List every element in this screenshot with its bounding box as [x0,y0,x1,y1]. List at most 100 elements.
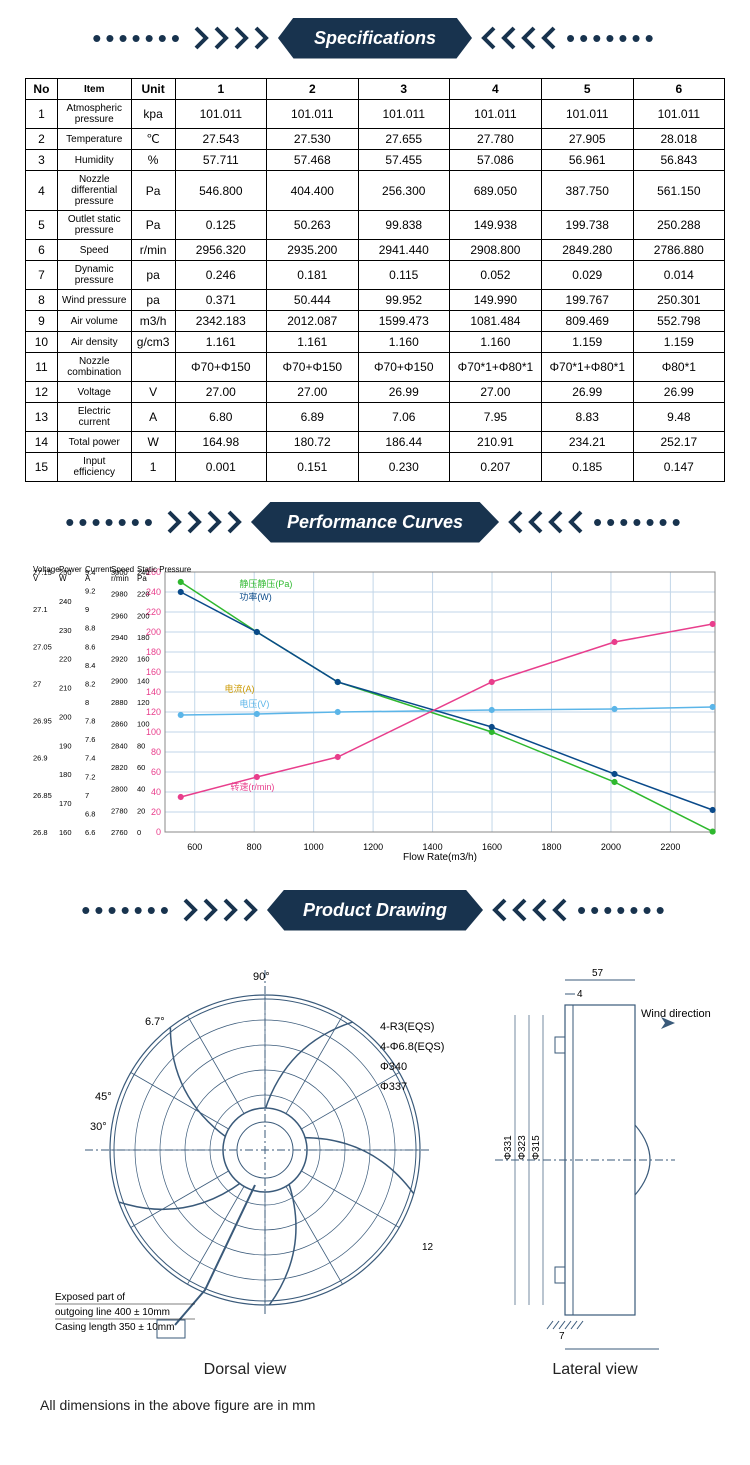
svg-text:Φ340: Φ340 [380,1061,407,1073]
svg-text:4-R3(EQS): 4-R3(EQS) [380,1021,434,1033]
table-cell: 1.161 [175,332,266,353]
table-cell: 250.288 [633,211,724,240]
svg-text:8: 8 [85,698,89,707]
table-cell: 6.89 [267,403,358,432]
table-cell: 561.150 [633,171,724,211]
table-row: 11Nozzle combinationΦ70+Φ150Φ70+Φ150Φ70+… [26,353,725,382]
svg-text:12: 12 [422,1242,434,1253]
table-cell: 1.161 [267,332,358,353]
svg-text:0: 0 [137,828,141,837]
table-cell: Φ70+Φ150 [267,353,358,382]
svg-text:140: 140 [137,676,150,685]
table-cell: A [131,403,175,432]
lateral-label: Lateral view [475,1361,715,1379]
table-cell: 14 [26,432,58,453]
table-cell: 186.44 [358,432,449,453]
table-header: 4 [449,79,541,100]
table-header: 6 [633,79,724,100]
table-cell: 1599.473 [358,311,449,332]
svg-text:7: 7 [85,791,89,800]
table-cell: 27.00 [267,382,358,403]
svg-text:2200: 2200 [660,842,680,852]
table-cell: 7.95 [449,403,541,432]
table-cell: 50.444 [267,290,358,311]
table-cell: ℃ [131,129,175,150]
svg-text:7.8: 7.8 [85,717,95,726]
table-row: 8Wind pressurepa0.37150.44499.952149.990… [26,290,725,311]
table-cell: 27.00 [449,382,541,403]
svg-text:26.8: 26.8 [33,828,48,837]
table-header: 2 [267,79,358,100]
table-cell: 26.99 [633,382,724,403]
table-cell: pa [131,290,175,311]
table-header: 1 [175,79,266,100]
table-cell: Total power [57,432,131,453]
table-cell: V [131,382,175,403]
svg-text:2840: 2840 [111,741,128,750]
table-cell: 0.181 [267,261,358,290]
table-row: 5Outlet static pressurePa0.12550.26399.8… [26,211,725,240]
table-cell: 99.838 [358,211,449,240]
svg-text:180: 180 [137,633,150,642]
table-cell: 256.300 [358,171,449,211]
svg-text:7.6: 7.6 [85,735,95,744]
section-title: Product Drawing [267,890,483,931]
table-cell: 149.990 [449,290,541,311]
table-cell: 2956.320 [175,240,266,261]
svg-text:4-Φ6.8(EQS): 4-Φ6.8(EQS) [380,1041,444,1053]
table-cell: 0.151 [267,453,358,482]
svg-text:2760: 2760 [111,828,128,837]
svg-text:7.4: 7.4 [85,754,95,763]
table-cell: Electric current [57,403,131,432]
svg-text:2960: 2960 [111,611,128,620]
svg-text:26.85: 26.85 [33,791,52,800]
table-cell: 101.011 [175,100,266,129]
svg-text:6.8: 6.8 [85,809,95,818]
table-cell: 387.750 [541,171,633,211]
table-cell: 0.029 [541,261,633,290]
table-cell: 2908.800 [449,240,541,261]
svg-text:57: 57 [592,968,604,979]
svg-text:9.4: 9.4 [85,568,95,577]
svg-text:2780: 2780 [111,806,128,815]
table-cell: 99.952 [358,290,449,311]
table-cell: 101.011 [541,100,633,129]
table-cell [131,353,175,382]
table-row: 1Atmospheric pressurekpa101.011101.01110… [26,100,725,129]
svg-text:6.6: 6.6 [85,828,95,837]
table-cell: 5 [26,211,58,240]
svg-text:静压静压(Pa): 静压静压(Pa) [239,578,292,589]
svg-text:27.15: 27.15 [33,568,52,577]
table-cell: 27.00 [175,382,266,403]
table-cell: 0.052 [449,261,541,290]
table-cell: 4 [26,171,58,211]
section-header-specs: ••••••• Specifications ••••••• [0,10,750,66]
table-header: No [26,79,58,100]
table-cell: 57.711 [175,150,266,171]
table-cell: 57.468 [267,150,358,171]
table-cell: 6 [26,240,58,261]
table-cell: 15 [26,453,58,482]
table-cell: 9 [26,311,58,332]
svg-text:220: 220 [59,655,72,664]
svg-text:1000: 1000 [304,842,324,852]
svg-text:120: 120 [146,707,161,717]
table-cell: 27.543 [175,129,266,150]
table-cell: pa [131,261,175,290]
table-row: 6Speedr/min2956.3202935.2002941.4402908.… [26,240,725,261]
section-title: Specifications [278,18,472,59]
table-cell: W [131,432,175,453]
table-cell: Input efficiency [57,453,131,482]
svg-text:Φ337: Φ337 [380,1081,407,1093]
svg-text:转速(r/min): 转速(r/min) [230,781,274,792]
svg-text:100: 100 [137,720,150,729]
table-row: 14Total powerW164.98180.72186.44210.9123… [26,432,725,453]
table-header: 5 [541,79,633,100]
table-cell: 0.185 [541,453,633,482]
svg-text:outgoing line 400 ± 10mm: outgoing line 400 ± 10mm [55,1307,170,1318]
svg-text:1800: 1800 [541,842,561,852]
svg-text:2920: 2920 [111,655,128,664]
table-row: 4Nozzle differential pressurePa546.80040… [26,171,725,211]
table-cell: Φ70*1+Φ80*1 [449,353,541,382]
svg-text:7: 7 [559,1331,565,1342]
